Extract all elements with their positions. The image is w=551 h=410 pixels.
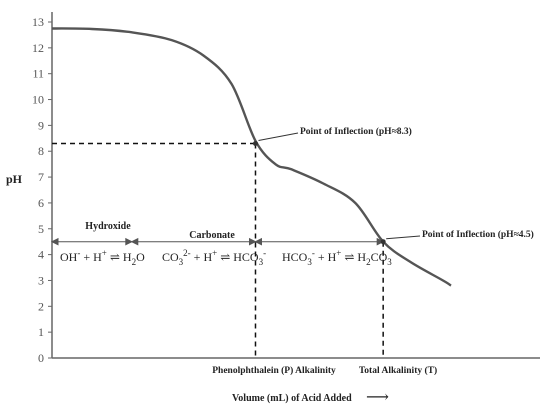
hydroxide-equation: OH- + H+ ⇌ H2O	[60, 248, 145, 267]
y-tick-label: 0	[38, 351, 44, 365]
p-alkalinity-label: Phenolphthalein (P) Alkalinity	[212, 365, 336, 376]
y-tick-label: 13	[32, 15, 44, 29]
region-span-arrow	[254, 237, 385, 246]
y-tick-label: 10	[32, 93, 44, 107]
y-tick-label: 6	[38, 196, 44, 210]
y-tick-label: 12	[32, 41, 44, 55]
y-tick-label: 9	[38, 118, 44, 132]
region-arrows	[50, 237, 385, 246]
hydroxide-label: Hydroxide	[85, 221, 131, 232]
region-span-arrow	[50, 237, 133, 246]
y-tick-label: 5	[38, 222, 44, 236]
inflection-p-leader	[258, 132, 299, 141]
inflection-p-label: Point of Inflection (pH≈8.3)	[300, 126, 412, 137]
y-tick-label: 4	[38, 248, 44, 262]
inflection-t-label: Point of Inflection (pH≈4.5)	[422, 229, 534, 240]
y-axis-label: pH	[6, 172, 23, 186]
y-tick-label: 7	[38, 170, 44, 184]
y-tick-label: 11	[32, 67, 44, 81]
carbonate-equation: CO32- + H+ ⇌ HCO3-	[162, 248, 266, 267]
region-span-arrow	[130, 237, 257, 246]
inflection-t-leader	[386, 235, 421, 240]
y-tick-label: 3	[38, 273, 44, 287]
y-tick-label: 2	[38, 299, 44, 313]
inflection-point-t	[380, 239, 386, 245]
carbonate-label: Carbonate	[189, 230, 235, 241]
y-tick-label: 1	[38, 325, 44, 339]
t-alkalinity-label: Total Alkalinity (T)	[359, 365, 437, 376]
inflection-point-p	[252, 140, 258, 146]
bicarbonate-equation: HCO3- + H+ ⇌ H2CO3	[282, 248, 392, 267]
titration-curve	[51, 27, 452, 287]
y-tick-label: 8	[38, 144, 44, 158]
x-axis-arrow: ⟶	[366, 389, 389, 406]
x-axis-label: Volume (mL) of Acid Added	[232, 393, 352, 404]
